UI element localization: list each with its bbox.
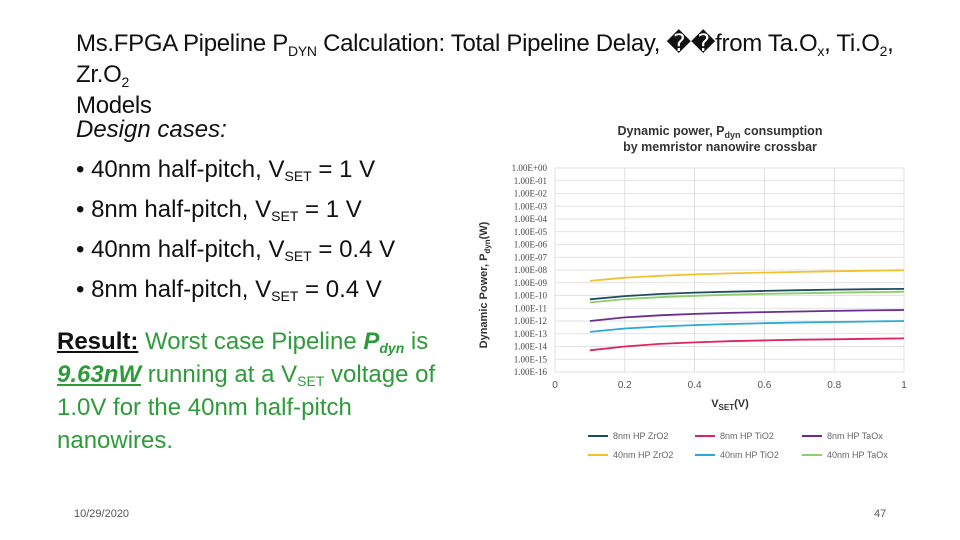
y-tick-label: 1.00E-03 [514,201,548,211]
case-sub: SET [284,248,312,264]
design-cases-heading: Design cases: [76,116,227,143]
series-line [589,337,905,352]
case-value: = 1 V [311,156,376,183]
title-text-2: Calculation: Total Pipeline Delay, ��fro… [316,30,818,57]
result-paragraph: Result: Worst case Pipeline Pdyn is 9.63… [57,325,452,457]
result-value: 9.63nW [57,361,142,388]
result-text-4: voltage of 1.0V for the 40nm half-pitch … [57,361,436,454]
y-tick-label: 1.00E+00 [512,163,548,173]
result-pdyn: P [363,328,380,355]
case-value: = 0.4 V [298,276,382,303]
case-item: • 40nm half-pitch, VSET = 1 V [76,150,476,190]
result-vset-sub: SET [297,373,325,389]
chart-title-line-1: Dynamic power, Pdyn consumption [618,124,823,140]
y-tick-label: 1.00E-16 [514,367,548,377]
legend-label: 8nm HP TiO2 [720,431,774,441]
y-tick-label: 1.00E-10 [514,291,548,301]
title-text-1: Ms.FPGA Pipeline P [76,30,289,57]
series-line [589,290,905,304]
x-tick-label: 0.4 [688,380,702,391]
series-line [589,269,905,282]
result-text-2: is [404,328,429,355]
legend-label: 8nm HP TaOx [827,431,883,441]
case-sub: SET [271,288,299,304]
result-label: Result: [57,328,139,355]
series-line [589,288,905,301]
case-item: • 8nm half-pitch, VSET = 1 V [76,190,476,230]
y-tick-label: 1.00E-15 [514,354,548,364]
title-line-2: Models [76,92,152,119]
result-pdyn-sub: dyn [379,340,405,356]
x-axis-label: VSET(V) [711,398,749,412]
case-text: • 8nm half-pitch, V [76,196,272,223]
title-sub-2b: 2 [121,74,129,90]
y-tick-label: 1.00E-13 [514,329,548,339]
legend-label: 8nm HP ZrO2 [613,431,668,441]
page-number: 47 [874,508,887,520]
case-text: • 40nm half-pitch, V [76,156,285,183]
y-tick-label: 1.00E-14 [514,342,548,352]
plot-area: 1.00E+00 1.00E-01 1.00E-02 1.00E-03 1.00E-04… [512,163,908,391]
slide-date: 10/29/2020 [74,508,130,520]
case-value: = 0.4 V [311,236,396,263]
power-chart: Dynamic power, Pdyn consumption by memri… [478,124,908,460]
x-tick-label: 0.6 [757,380,771,391]
y-tick-label: 1.00E-01 [514,176,547,186]
legend-label: 40nm HP ZrO2 [613,450,673,460]
x-tick-label: 0.2 [618,380,632,391]
y-tick-label: 1.00E-02 [514,189,547,199]
series-line [589,309,905,322]
result-text-1: Worst case Pipeline [138,328,364,355]
title-sub-x: x [817,43,825,59]
y-tick-label: 1.00E-09 [514,278,548,288]
y-tick-label: 1.00E-06 [514,240,548,250]
x-tick-label: 0 [552,380,558,391]
y-axis-label: Dynamic Power, Pdyn(W) [478,221,492,348]
case-sub: SET [284,168,312,184]
y-tick-label: 1.00E-12 [514,316,547,326]
y-tick-label: 1.00E-11 [514,303,547,313]
title-sub-2a: 2 [879,43,888,59]
y-tick-label: 1.00E-08 [514,265,548,275]
y-tick-label: 1.00E-05 [514,227,548,237]
chart-legend: 8nm HP ZrO2 8nm HP TiO2 8nm HP TaOx 40nm HP… [588,431,888,460]
legend-label: 40nm HP TiO2 [720,450,779,460]
x-tick-label: 1 [901,380,907,391]
case-sub: SET [271,208,299,224]
case-value: = 1 V [298,196,362,223]
title-text-4: , Zr.O [76,30,894,88]
series-line [589,320,905,333]
case-item: • 40nm half-pitch, VSET = 0.4 V [76,230,476,270]
y-tick-label: 1.00E-04 [514,214,548,224]
x-tick-label: 0.8 [827,380,841,391]
case-text: • 8nm half-pitch, V [76,276,272,303]
chart-title-line-2: by memristor nanowire crossbar [623,140,817,154]
y-tick-label: 1.00E-07 [514,252,548,262]
slide-title: Ms.FPGA Pipeline PDYN Calculation: Total… [76,28,906,121]
case-item: • 8nm half-pitch, VSET = 0.4 V [76,270,476,310]
title-text-3: , Ti.O [824,30,880,57]
result-text-3: running at a V [141,361,298,388]
legend-label: 40nm HP TaOx [827,450,888,460]
design-cases: Design cases: • 40nm half-pitch, VSET = … [76,110,476,310]
case-text: • 40nm half-pitch, V [76,236,285,263]
title-sub-dyn: DYN [288,43,317,59]
